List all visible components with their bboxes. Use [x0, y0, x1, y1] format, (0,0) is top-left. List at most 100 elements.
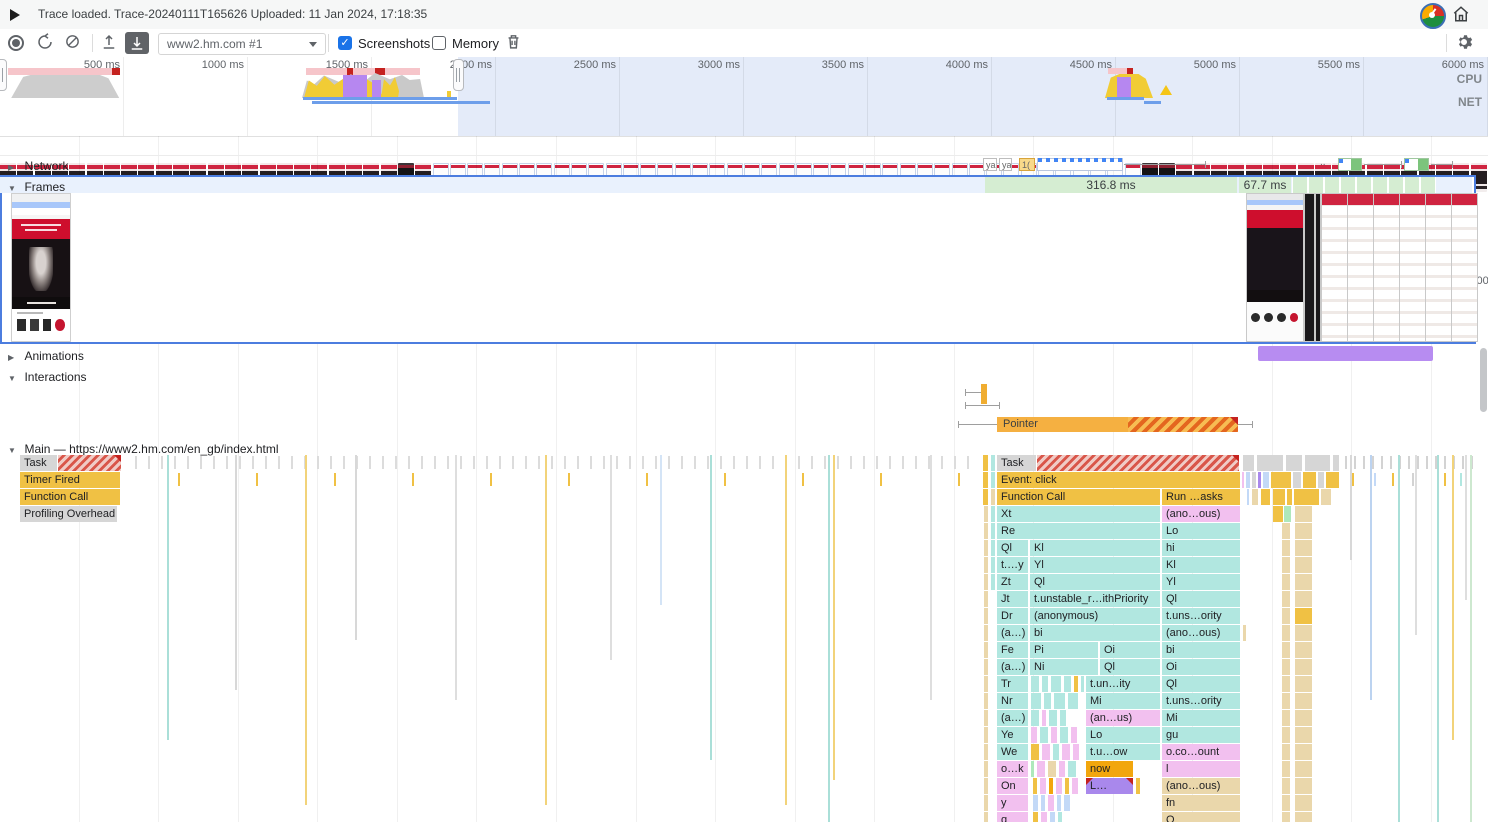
flame-event-small[interactable] — [991, 574, 995, 590]
flame-event[interactable]: q — [997, 812, 1028, 822]
flame-event-small[interactable] — [1031, 744, 1039, 760]
flame-event-small[interactable] — [1295, 727, 1312, 743]
flame-event-small[interactable] — [1252, 489, 1258, 505]
flame-event-small[interactable] — [984, 591, 988, 607]
flame-event-small[interactable] — [1284, 506, 1291, 522]
flame-event[interactable]: Run …asks — [1162, 489, 1240, 505]
flame-event-small[interactable] — [1243, 455, 1254, 471]
flame-event-small[interactable] — [1056, 778, 1062, 794]
network-request[interactable] — [1037, 158, 1123, 171]
flame-event-small[interactable] — [984, 523, 988, 539]
flame-event-small[interactable] — [1042, 676, 1048, 692]
upload-profile-button[interactable] — [100, 33, 120, 53]
flame-event-small[interactable] — [1282, 676, 1290, 692]
network-request[interactable]: 1( — [1019, 158, 1035, 171]
flame-event-small[interactable] — [1295, 557, 1312, 573]
flame-event-small[interactable] — [1295, 710, 1312, 726]
flame-event[interactable]: Kl — [1030, 540, 1160, 556]
flame-event-small[interactable] — [1295, 778, 1312, 794]
flame-event-small[interactable] — [1062, 744, 1070, 760]
flame-event-small[interactable] — [1040, 727, 1048, 743]
flame-event-small[interactable] — [983, 472, 988, 488]
flame-event[interactable]: t.uns…ority — [1162, 693, 1240, 709]
flame-event-small[interactable] — [984, 608, 988, 624]
section-animations[interactable]: ▶ Animations — [8, 347, 84, 365]
flame-event-small[interactable] — [1042, 744, 1050, 760]
flame-event[interactable]: Ql — [1162, 591, 1240, 607]
flame-event-small[interactable] — [983, 489, 988, 505]
flame-event-small[interactable] — [1321, 489, 1331, 505]
flame-event[interactable]: Oi — [1162, 659, 1240, 675]
flame-event-small[interactable] — [1031, 710, 1039, 726]
flame-event-small[interactable] — [984, 659, 988, 675]
flame-event[interactable]: gu — [1162, 727, 1240, 743]
flame-event-small[interactable] — [1282, 710, 1290, 726]
flame-event-small[interactable] — [1295, 523, 1312, 539]
section-interactions[interactable]: ▼ Interactions — [8, 368, 87, 386]
clear-button[interactable] — [64, 33, 84, 53]
flame-event[interactable]: t.unstable_r…ithPriority — [1030, 591, 1160, 607]
frame-bar[interactable] — [1404, 177, 1420, 193]
flame-event-small[interactable] — [1068, 761, 1076, 777]
flame-event-small[interactable] — [1282, 540, 1290, 556]
flame-event-small[interactable] — [1071, 727, 1077, 743]
section-frames[interactable]: ▼ Frames — [8, 178, 65, 196]
flame-event-small[interactable] — [1060, 710, 1066, 726]
flame-event-small[interactable] — [984, 642, 988, 658]
network-request[interactable]: ya — [983, 158, 997, 171]
flame-event-small[interactable] — [1295, 506, 1312, 522]
flame-event-small[interactable] — [1282, 659, 1290, 675]
flame-event-small[interactable] — [1282, 608, 1290, 624]
flame-event-small[interactable] — [1031, 761, 1034, 777]
interaction-event[interactable] — [981, 384, 987, 404]
flame-event-small[interactable] — [991, 523, 995, 539]
flame-event-small[interactable] — [1295, 676, 1312, 692]
frame-bar[interactable] — [1324, 177, 1340, 193]
flame-event[interactable]: Function Call — [20, 489, 120, 505]
flame-event-small[interactable] — [1282, 574, 1290, 590]
flame-event[interactable]: t.u…ow — [1086, 744, 1160, 760]
flame-event[interactable]: Function Call — [997, 489, 1160, 505]
flame-event[interactable]: Ql — [997, 540, 1028, 556]
flame-event-small[interactable] — [1263, 472, 1269, 488]
flame-event-small[interactable] — [1282, 642, 1290, 658]
frame-bar[interactable] — [1308, 177, 1324, 193]
flame-event[interactable]: o…k — [997, 761, 1028, 777]
flame-event-small[interactable] — [984, 557, 988, 573]
flame-event-small[interactable] — [1326, 472, 1339, 488]
flame-event[interactable]: (a…) — [997, 659, 1028, 675]
flame-event[interactable]: Pi — [1030, 642, 1098, 658]
flame-event-small[interactable] — [1273, 506, 1283, 522]
flame-event[interactable]: Profiling Overhead — [20, 506, 117, 522]
flame-event-small[interactable] — [1042, 710, 1046, 726]
flame-event[interactable]: Timer Fired — [20, 472, 120, 488]
flame-event-small[interactable] — [1295, 591, 1312, 607]
flame-event-small[interactable] — [1050, 812, 1055, 822]
flame-event-small[interactable] — [984, 506, 988, 522]
vertical-scrollbar[interactable] — [1480, 348, 1487, 412]
flame-event-small[interactable] — [1295, 812, 1312, 822]
flame-event-small[interactable] — [1064, 676, 1071, 692]
flame-event[interactable]: t.uns…ority — [1162, 608, 1240, 624]
flame-event[interactable]: (an…us) — [1086, 710, 1160, 726]
flame-event[interactable]: t.…y — [997, 557, 1028, 573]
frame-bar[interactable] — [1356, 177, 1372, 193]
flame-event[interactable]: Re — [997, 523, 1160, 539]
flame-event-small[interactable] — [1295, 693, 1312, 709]
flame-event-small[interactable] — [1286, 455, 1302, 471]
pointer-interaction-bar[interactable]: Pointer — [997, 417, 1128, 432]
flame-event[interactable]: o.co…ount — [1162, 744, 1240, 760]
flame-event-small[interactable] — [1048, 795, 1054, 811]
flame-event-small[interactable] — [1031, 693, 1041, 709]
play-icon[interactable] — [10, 9, 20, 21]
network-request[interactable] — [1338, 158, 1362, 171]
flame-event-small[interactable] — [1282, 591, 1290, 607]
flame-event[interactable]: Nr — [997, 693, 1028, 709]
flame-event-small[interactable] — [1049, 710, 1057, 726]
flame-event-small[interactable] — [1295, 659, 1312, 675]
flame-event-small[interactable] — [1073, 744, 1079, 760]
flame-event-small[interactable] — [984, 744, 988, 760]
flame-event-small[interactable] — [1305, 455, 1330, 471]
flame-event-small[interactable] — [984, 676, 988, 692]
history-dropdown[interactable]: www2.hm.com #1 — [158, 33, 326, 55]
